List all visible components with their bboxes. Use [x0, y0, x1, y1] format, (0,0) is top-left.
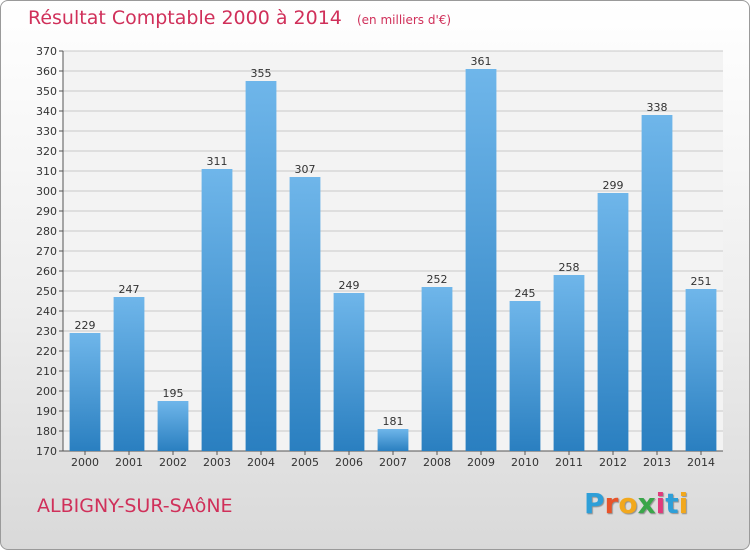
- y-tick-label: 220: [36, 345, 57, 358]
- bar: [245, 81, 277, 451]
- bar: [377, 429, 409, 451]
- bar: [597, 193, 629, 451]
- bar: [157, 401, 189, 451]
- bar: [113, 297, 145, 451]
- x-tick-label: 2012: [599, 456, 627, 469]
- y-tick-label: 310: [36, 165, 57, 178]
- chart-title: Résultat Comptable 2000 à 2014: [28, 7, 342, 29]
- data-label: 338: [647, 101, 668, 114]
- x-tick-label: 2001: [115, 456, 143, 469]
- data-label: 249: [339, 279, 360, 292]
- proxiti-logo: Proxiti: [584, 487, 688, 520]
- data-label: 258: [559, 261, 580, 274]
- data-label: 299: [603, 179, 624, 192]
- data-label: 311: [207, 155, 228, 168]
- y-tick-label: 260: [36, 265, 57, 278]
- data-label: 181: [383, 415, 404, 428]
- data-label: 247: [119, 283, 140, 296]
- data-label: 355: [251, 67, 272, 80]
- data-label: 252: [427, 273, 448, 286]
- y-tick-label: 360: [36, 65, 57, 78]
- logo-letter: t: [665, 487, 679, 520]
- y-tick-label: 250: [36, 285, 57, 298]
- x-tick-label: 2003: [203, 456, 231, 469]
- bar: [421, 287, 453, 451]
- y-tick-label: 190: [36, 405, 57, 418]
- logo-letter: o: [618, 487, 638, 520]
- data-label: 195: [163, 387, 184, 400]
- bar: [465, 69, 497, 451]
- bar: [69, 333, 101, 451]
- logo-letter: i: [655, 487, 666, 520]
- y-tick-label: 170: [36, 445, 57, 458]
- bar: [289, 177, 321, 451]
- bar: [201, 169, 233, 451]
- logo-letter: P: [584, 487, 605, 520]
- x-tick-label: 2011: [555, 456, 583, 469]
- bar: [553, 275, 585, 451]
- x-tick-label: 2000: [71, 456, 99, 469]
- data-label: 307: [295, 163, 316, 176]
- x-tick-label: 2010: [511, 456, 539, 469]
- data-label: 251: [691, 275, 712, 288]
- y-tick-label: 290: [36, 205, 57, 218]
- y-tick-label: 210: [36, 365, 57, 378]
- x-tick-label: 2004: [247, 456, 275, 469]
- x-tick-label: 2014: [687, 456, 715, 469]
- x-tick-label: 2008: [423, 456, 451, 469]
- bar: [641, 115, 673, 451]
- x-tick-label: 2009: [467, 456, 495, 469]
- bar: [685, 289, 717, 451]
- chart-header: Résultat Comptable 2000 à 2014 (en milli…: [28, 7, 451, 29]
- y-tick-label: 280: [36, 225, 57, 238]
- bar: [333, 293, 365, 451]
- logo-letter: r: [604, 487, 619, 520]
- y-tick-label: 240: [36, 305, 57, 318]
- y-tick-label: 330: [36, 125, 57, 138]
- y-tick-label: 230: [36, 325, 57, 338]
- y-tick-label: 300: [36, 185, 57, 198]
- y-tick-label: 180: [36, 425, 57, 438]
- y-tick-label: 350: [36, 85, 57, 98]
- x-tick-label: 2007: [379, 456, 407, 469]
- logo-letter: x: [637, 487, 656, 520]
- logo-letter: i: [678, 487, 689, 520]
- data-label: 361: [471, 55, 492, 68]
- x-tick-label: 2013: [643, 456, 671, 469]
- y-tick-label: 320: [36, 145, 57, 158]
- y-tick-label: 370: [36, 45, 57, 58]
- y-tick-label: 200: [36, 385, 57, 398]
- x-tick-label: 2006: [335, 456, 363, 469]
- chart-subtitle: (en milliers d'€): [356, 13, 452, 27]
- y-tick-label: 270: [36, 245, 57, 258]
- data-label: 245: [515, 287, 536, 300]
- bar: [509, 301, 541, 451]
- data-label: 229: [75, 319, 96, 332]
- x-tick-label: 2005: [291, 456, 319, 469]
- commune-name: ALBIGNY-SUR-SAôNE: [37, 495, 233, 517]
- x-tick-label: 2002: [159, 456, 187, 469]
- y-tick-label: 340: [36, 105, 57, 118]
